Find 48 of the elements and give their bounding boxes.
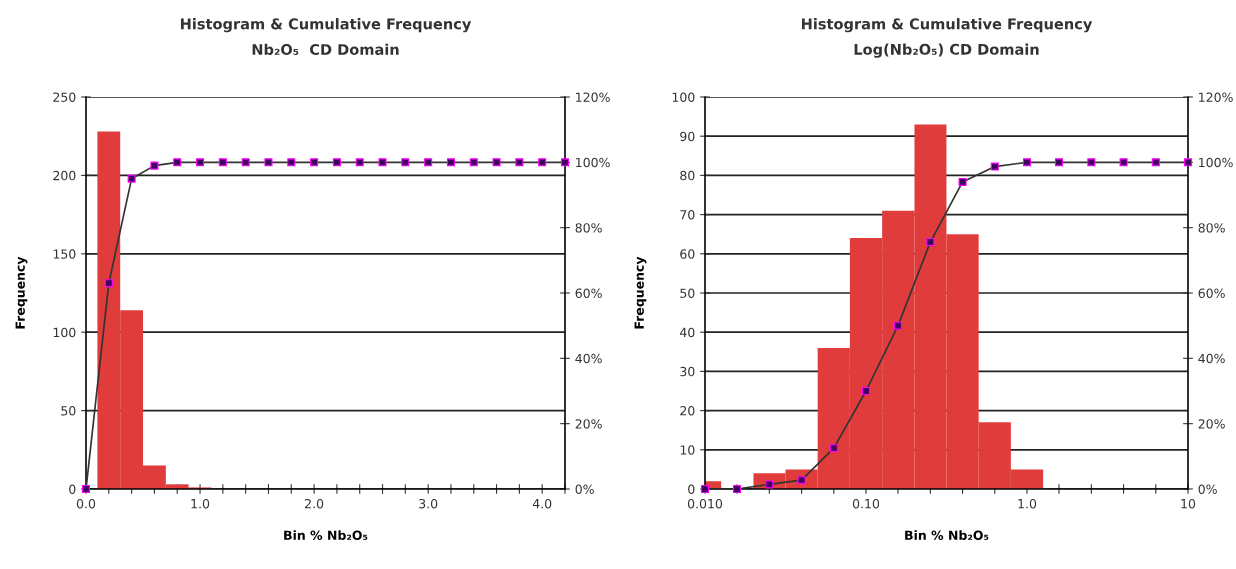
y-axis-title: Frequency: [15, 256, 28, 329]
y2-tick-label: 20%: [575, 419, 602, 429]
y2-tick-label: 60%: [575, 288, 602, 298]
x-tick-label: 3.0: [419, 498, 438, 509]
y2-tick-label: 80%: [575, 223, 602, 233]
y-tick-label: 60: [680, 249, 695, 259]
y2-tick-label: 60%: [1198, 288, 1225, 298]
x-tick-label: 4.0: [532, 498, 552, 509]
y2-tick-label: 40%: [575, 353, 602, 364]
y2-tick-label: 100%: [576, 157, 610, 168]
y-tick-label: 30: [680, 366, 695, 377]
y2-tick-label: 40%: [1198, 353, 1225, 364]
chart-subtitle: Log(Nb₂O₅) CD Domain: [854, 43, 1039, 58]
x-tick-label: 0.0: [76, 498, 96, 509]
y-tick-label: 20: [680, 406, 695, 416]
y-tick-label: 0: [69, 484, 76, 494]
chart-subtitle: Nb₂O₅ CD Domain: [252, 43, 399, 55]
x-axis-title: Bin % Nb₂O₅: [284, 530, 368, 540]
chart-title: Histogram & Cumulative Frequency: [180, 18, 472, 33]
y-tick-label: 150: [53, 249, 76, 259]
x-tick-label: 2.0: [305, 498, 324, 509]
y-tick-label: 200: [53, 170, 76, 181]
x-tick-label: 1.0: [191, 498, 210, 509]
y-tick-label: 10: [680, 445, 695, 455]
x-tick-label: 10: [1181, 498, 1196, 509]
y-tick-label: 80: [680, 170, 695, 181]
y2-tick-label: 120%: [1199, 92, 1233, 102]
y-tick-label: 50: [61, 406, 76, 416]
y-axis-title: Frequency: [634, 256, 647, 329]
y2-tick-label: 0%: [1198, 484, 1217, 494]
y2-tick-label: 100%: [1199, 157, 1233, 168]
y2-tick-label: 20%: [1198, 419, 1225, 429]
x-tick-label: 0.10: [852, 498, 880, 509]
y-tick-label: 100: [53, 327, 76, 338]
y-tick-label: 90: [680, 131, 695, 142]
x-tick-label: 1.0: [1018, 498, 1037, 509]
chart-title: Histogram & Cumulative Frequency: [801, 18, 1093, 33]
y-tick-label: 100: [672, 92, 695, 102]
y-tick-label: 40: [679, 327, 695, 338]
y-tick-label: 250: [53, 92, 76, 102]
x-axis-title: Bin % Nb₂O₅: [905, 530, 989, 540]
y-tick-label: 70: [680, 210, 695, 220]
x-tick-label: 0.010: [687, 498, 723, 509]
y2-tick-label: 0%: [575, 484, 594, 494]
y2-tick-label: 120%: [576, 92, 610, 102]
y-tick-label: 50: [680, 288, 695, 298]
y-tick-label: 0: [688, 484, 695, 494]
y2-tick-label: 80%: [1198, 223, 1225, 233]
